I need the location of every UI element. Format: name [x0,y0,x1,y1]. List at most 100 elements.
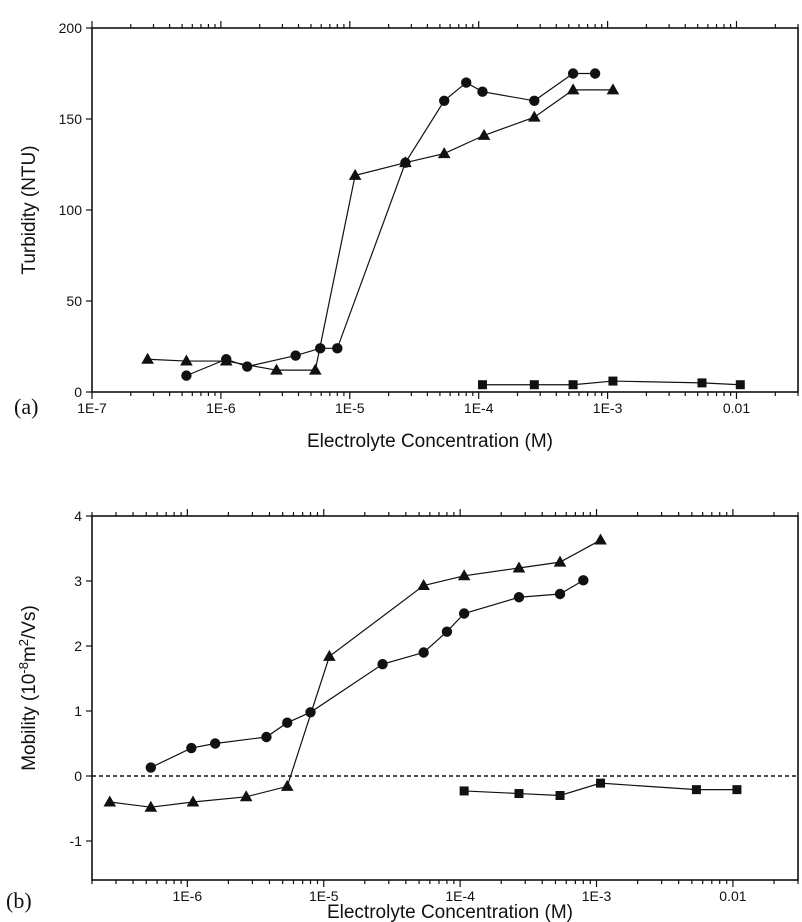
x-tick-label: 1E-6 [173,888,203,904]
panel-b-label: (b) [6,888,32,913]
circle-marker [290,350,301,361]
y-tick-label: 2 [74,638,82,654]
square-marker [459,786,469,796]
y-tick-label: 200 [59,20,83,36]
panel-b-plot-frame [91,515,799,881]
circle-marker [567,68,579,79]
panel-b-x-ticks: 1E-6 1E-5 1E-4 1E-3 0.01 [91,509,799,904]
circle-marker [186,742,197,754]
circle-marker [315,343,326,354]
panel-b-ylabel-exponent: -8 [16,662,31,674]
x-tick-label: 1E-7 [77,400,107,416]
circle-marker [282,717,293,728]
square-marker [691,785,701,795]
triangle-marker [512,561,526,573]
triangle-marker [103,795,117,807]
triangle-series-line [147,89,613,371]
circle-marker [554,588,566,600]
triangle-marker [323,649,336,661]
triangle-marker [566,83,580,95]
panel-a-x-ticks: 1E-7 1E-6 1E-5 1E-4 1E-3 0.01 [77,21,799,416]
panel-a-x-axis-title: Electrolyte Concentration (M) [307,431,553,452]
triangle-marker [477,128,491,140]
triangle-marker [144,800,158,812]
y-tick-label: -1 [70,833,83,849]
circle-marker [209,738,221,749]
circle-marker [332,343,343,354]
square-series-line [482,380,741,386]
y-tick-label: 150 [59,111,83,127]
circle-marker [513,592,525,603]
circle-marker [400,157,411,168]
triangle-marker [270,363,283,375]
panel-b-ylabel-unit-rest: /Vs) [19,605,40,639]
y-tick-label: 50 [66,293,82,309]
circle-marker [305,707,316,718]
circle-marker [441,626,453,637]
triangle-marker [180,354,193,366]
triangle-marker [417,579,430,591]
circle-marker [578,575,589,586]
square-marker [529,380,539,390]
x-tick-label: 0.01 [723,400,750,416]
y-tick-label: 3 [74,573,82,589]
square-marker [568,380,578,390]
x-tick-label: 0.01 [719,888,746,904]
y-tick-label: 100 [59,202,83,218]
triangle-marker [457,569,471,581]
triangle-marker [348,168,362,180]
square-marker [514,789,524,799]
triangle-marker [239,790,253,802]
circle-marker [377,659,388,670]
triangle-marker [606,83,620,95]
circle-marker [418,647,429,658]
square-marker [596,778,606,788]
y-tick-label: 0 [74,384,82,400]
square-series-line [464,782,737,797]
panel-b-x-axis-title: Electrolyte Concentration (M) [327,902,573,922]
panel-a-series [141,68,745,390]
triangle-marker [437,147,451,159]
square-marker [555,791,565,800]
x-tick-label: 1E-5 [335,400,365,416]
circle-marker [261,731,272,743]
circle-marker [439,95,450,107]
triangle-marker [141,352,154,364]
triangle-marker [309,363,322,375]
square-marker [697,378,707,388]
panel-a-label: (a) [14,394,38,419]
square-marker [735,380,745,390]
triangle-marker [594,533,607,545]
circle-marker [458,608,470,619]
x-tick-label: 1E-3 [593,400,623,416]
x-tick-label: 1E-6 [206,400,236,416]
square-marker [608,376,618,386]
circle-marker [589,68,601,79]
circle-marker [529,95,540,107]
panel-a-y-axis-title: Turbidity (NTU) [19,145,40,274]
triangle-series-line [109,539,601,808]
y-tick-label: 1 [74,703,82,719]
triangle-marker [553,555,567,567]
panel-b-ylabel-unit-m: m [19,646,40,662]
square-marker [477,380,487,390]
circle-marker [145,762,157,773]
triangle-marker [280,779,294,791]
square-marker [732,785,742,795]
x-tick-label: 1E-3 [582,888,612,904]
panel-a-plot-frame [91,27,799,393]
panel-b-ylabel-part-1: Mobility (10 [19,674,40,771]
panel-a-turbidity-chart: 1E-7 1E-6 1E-5 1E-4 1E-3 0.01 0 50 100 150 200 El… [14,20,799,452]
triangle-marker [186,795,200,807]
panel-a-y-ticks: 0 50 100 150 200 [59,20,92,400]
panel-b-y-ticks: -1 0 1 2 3 4 [70,508,92,849]
circle-marker [221,354,232,365]
y-tick-label: 4 [74,508,82,524]
circle-marker [242,361,253,372]
y-tick-label: 0 [74,768,82,784]
panel-b-mobility-chart: 1E-6 1E-5 1E-4 1E-3 0.01 -1 0 1 2 3 4 Electrolyte… [6,508,799,922]
x-tick-label: 1E-5 [309,888,339,904]
panel-b-y-axis-title: Mobility (10-8m2/Vs) [16,605,41,771]
panel-b-series [103,533,742,812]
